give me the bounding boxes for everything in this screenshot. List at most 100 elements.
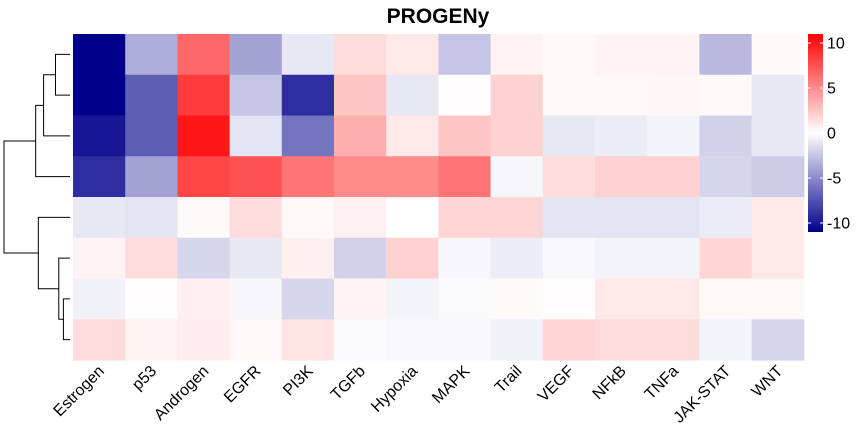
column-label: Estrogen [51,363,108,420]
heatmap-cell [125,237,178,280]
heatmap-cell [73,237,126,280]
heatmap-cell [334,156,387,198]
heatmap-cell [490,237,544,280]
heatmap-cell [334,74,387,117]
heatmap-cell [751,197,805,239]
heatmap-cell [595,34,648,76]
heatmap-cell [542,319,596,361]
column-label: Hypoxia [368,363,421,416]
heatmap-cell [490,319,544,361]
colorbar-tick-label: 0 [827,126,836,143]
heatmap-cell [595,74,648,117]
heatmap-cell [438,34,492,76]
heatmap-cell [281,74,335,117]
heatmap-cell [647,319,700,361]
heatmap-cell [281,319,335,361]
heatmap-cell [73,319,126,361]
heatmap-cell [125,74,178,117]
heatmap-cell [751,34,805,76]
heatmap-cell [647,278,700,320]
heatmap-cell [647,115,700,157]
heatmap-cell [281,197,335,239]
heatmap-cell [438,197,492,239]
heatmap-cells [73,34,805,361]
heatmap-cell [125,319,178,361]
heatmap-cell [73,74,126,117]
heatmap-cell [281,115,335,157]
column-label: Trail [492,363,526,397]
dendrogram-branch [35,104,70,178]
heatmap-cell [595,319,648,361]
heatmap-cell [438,74,492,117]
heatmap-cell [386,319,439,361]
dendrogram-branch [3,140,39,254]
heatmap-cell [281,156,335,198]
colorbar-tick-label: 5 [827,81,836,98]
dendrogram-branch [62,298,70,341]
heatmap-cell [438,278,492,320]
heatmap-cell [647,74,700,117]
heatmap-cell [699,34,753,76]
heatmap-cell [125,156,178,198]
heatmap-cell [177,34,231,76]
heatmap-cell [177,115,231,157]
heatmap-cell [490,115,544,157]
column-label: WNT [749,363,787,401]
heatmap-cell [751,237,805,280]
heatmap-cell [699,237,753,280]
heatmap-cell [177,74,231,117]
heatmap-cell [125,278,178,320]
heatmap-cell [386,115,439,157]
colorbar-tick-label: -5 [827,171,841,188]
heatmap-cell [386,34,439,76]
heatmap-cell [125,197,178,239]
heatmap-cell [542,237,596,280]
heatmap-cell [751,278,805,320]
heatmap-cell [699,74,753,117]
heatmap-cell [334,237,387,280]
heatmap-cell [334,197,387,239]
heatmap-cell [542,34,596,76]
heatmap-cell [73,278,126,320]
heatmap-cell [751,74,805,117]
dendrogram-branch [37,216,70,290]
heatmap-cell [73,197,126,239]
heatmap-cell [229,115,283,157]
chart-title: PROGENy [387,5,490,28]
heatmap-cell [542,115,596,157]
heatmap-cell [229,74,283,117]
heatmap-cell [647,156,700,198]
heatmap-cell [386,197,439,239]
column-label: VEGF [535,363,578,406]
heatmap-cell [73,156,126,198]
heatmap-cell [386,278,439,320]
heatmap-cell [595,237,648,280]
heatmap-cell [751,319,805,361]
heatmap-cell [334,278,387,320]
heatmap-cell [438,156,492,198]
heatmap-cell [229,319,283,361]
column-label: p53 [129,363,160,394]
heatmap-cell [334,115,387,157]
heatmap-cell [125,34,178,76]
heatmap-cell [490,197,544,239]
column-label: MAPK [429,363,473,407]
heatmap-cell [699,278,753,320]
heatmap-cell [490,34,544,76]
heatmap-cell [229,197,283,239]
heatmap-cell [595,278,648,320]
heatmap-cell [438,319,492,361]
heatmap-cell [490,278,544,320]
heatmap-cell [177,319,231,361]
heatmap-cell [595,115,648,157]
colorbar-legend: 10 5 0 -5 -10 [808,34,850,233]
heatmap-cell [490,74,544,117]
heatmap-cell [699,197,753,239]
heatmap-cell [281,237,335,280]
dendrogram-branch [43,74,70,137]
heatmap-cell [334,319,387,361]
heatmap-cell [73,115,126,157]
heatmap-cell [386,156,439,198]
